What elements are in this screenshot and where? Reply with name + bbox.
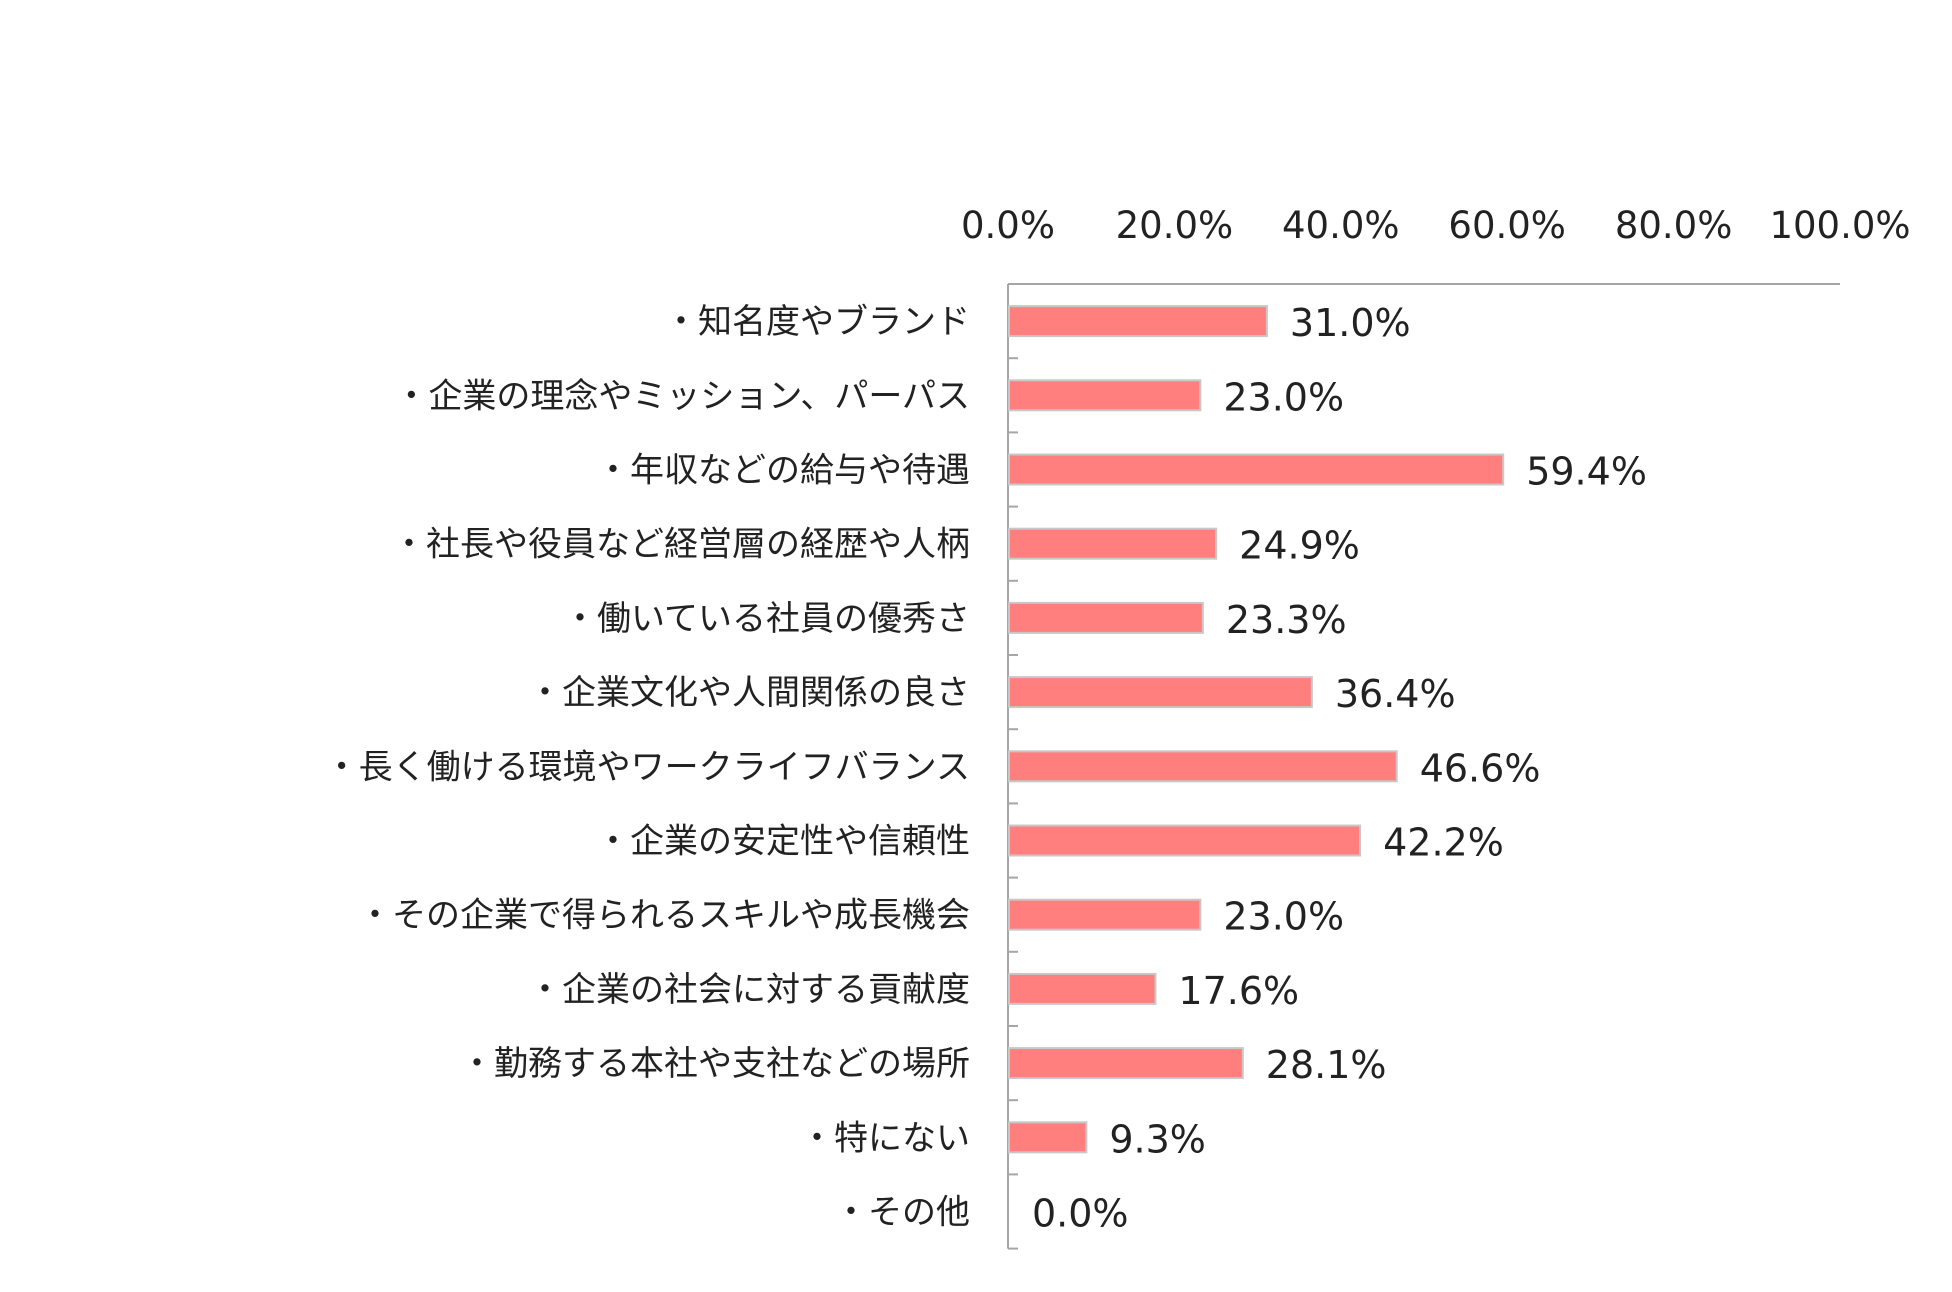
data-label: 23.3% — [1226, 598, 1347, 642]
data-label: 59.4% — [1526, 450, 1647, 494]
data-label: 24.9% — [1239, 524, 1360, 568]
category-label: ・その企業で得られるスキルや成長機会 — [358, 896, 970, 936]
bar — [1008, 379, 1202, 412]
x-tick-label: 60.0% — [1448, 204, 1566, 247]
data-label: 31.0% — [1290, 301, 1411, 345]
data-label: 23.0% — [1223, 375, 1344, 419]
bar — [1008, 1047, 1244, 1080]
bar — [1008, 305, 1268, 338]
category-label: ・社長や役員など経営層の経歴や人柄 — [392, 525, 970, 565]
data-label: 17.6% — [1178, 969, 1299, 1013]
data-label: 23.0% — [1223, 895, 1344, 939]
value-labels: 31.0% 23.0% 59.4% 24.9% 23.3% 36.4% 46.6% 42.2%… — [1032, 301, 1647, 1235]
bar — [1008, 824, 1362, 857]
category-label: ・企業の社会に対する貢献度 — [528, 970, 970, 1010]
category-label: ・年収などの給与や待遇 — [596, 451, 970, 491]
x-tick-label: 40.0% — [1282, 204, 1400, 247]
bar — [1008, 750, 1398, 783]
data-label: 9.3% — [1109, 1117, 1206, 1161]
x-tick-label: 80.0% — [1615, 204, 1733, 247]
category-label: ・特にない — [800, 1118, 970, 1158]
bar — [1008, 676, 1313, 709]
category-label: ・企業の理念やミッション、パーパス — [394, 376, 970, 416]
category-label: ・働いている社員の優秀さ — [563, 599, 970, 639]
bar — [1008, 601, 1204, 634]
category-label: ・知名度やブランド — [664, 302, 970, 342]
category-label: ・企業の安定性や信頼性 — [596, 822, 970, 862]
bar — [1008, 527, 1218, 560]
x-tick-label: 0.0% — [961, 204, 1055, 247]
data-label: 0.0% — [1032, 1192, 1129, 1236]
category-label: ・勤務する本社や支社などの場所 — [460, 1044, 970, 1084]
category-label: ・長く働ける環境やワークライフバランス — [325, 747, 970, 787]
data-label: 36.4% — [1335, 672, 1456, 716]
bar — [1008, 898, 1202, 931]
x-tick-label: 100.0% — [1769, 204, 1910, 247]
category-label: ・企業文化や人間関係の良さ — [528, 673, 970, 713]
bar — [1008, 453, 1505, 486]
data-label: 42.2% — [1383, 821, 1504, 865]
data-label: 28.1% — [1266, 1043, 1387, 1087]
category-labels: ・知名度やブランド・企業の理念やミッション、パーパス・年収などの給与や待遇・社長… — [325, 302, 970, 1232]
bar — [1008, 1121, 1088, 1154]
category-label: ・その他 — [834, 1193, 970, 1233]
x-tick-labels: 0.0% 20.0% 40.0% 60.0% 80.0% 100.0% — [961, 204, 1911, 247]
x-tick-label: 20.0% — [1116, 204, 1234, 247]
bar — [1008, 972, 1157, 1005]
data-label: 46.6% — [1420, 746, 1541, 790]
axes — [1007, 283, 1840, 1250]
bars — [1008, 305, 1505, 1154]
